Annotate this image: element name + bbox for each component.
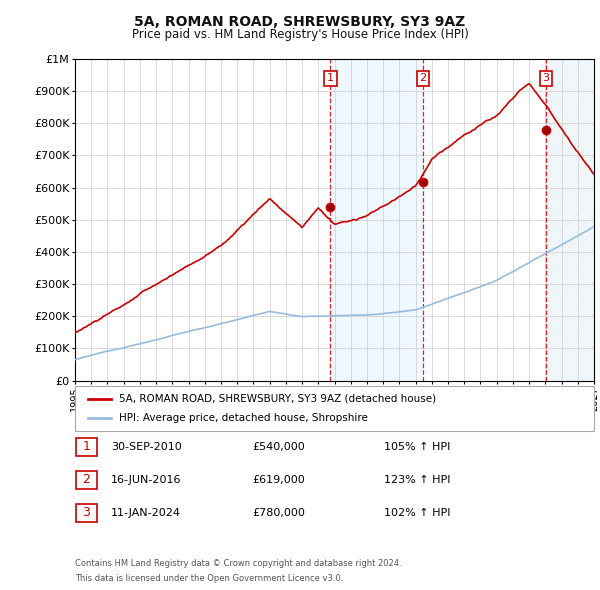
- Text: 5A, ROMAN ROAD, SHREWSBURY, SY3 9AZ (detached house): 5A, ROMAN ROAD, SHREWSBURY, SY3 9AZ (det…: [119, 394, 436, 404]
- Text: 2: 2: [419, 73, 427, 83]
- Bar: [546, 59, 594, 381]
- Text: 1: 1: [327, 73, 334, 83]
- Text: £780,000: £780,000: [252, 508, 305, 517]
- Text: Contains HM Land Registry data © Crown copyright and database right 2024.: Contains HM Land Registry data © Crown c…: [75, 559, 401, 568]
- Text: This data is licensed under the Open Government Licence v3.0.: This data is licensed under the Open Gov…: [75, 574, 343, 583]
- Bar: [331, 59, 423, 381]
- Text: 5A, ROMAN ROAD, SHREWSBURY, SY3 9AZ: 5A, ROMAN ROAD, SHREWSBURY, SY3 9AZ: [134, 15, 466, 29]
- Text: 2: 2: [82, 473, 91, 486]
- Text: 102% ↑ HPI: 102% ↑ HPI: [384, 508, 451, 517]
- Text: 123% ↑ HPI: 123% ↑ HPI: [384, 475, 451, 484]
- Text: 105% ↑ HPI: 105% ↑ HPI: [384, 442, 451, 451]
- Text: Price paid vs. HM Land Registry's House Price Index (HPI): Price paid vs. HM Land Registry's House …: [131, 28, 469, 41]
- Text: 1: 1: [82, 440, 91, 453]
- Text: HPI: Average price, detached house, Shropshire: HPI: Average price, detached house, Shro…: [119, 414, 368, 423]
- Text: 11-JAN-2024: 11-JAN-2024: [111, 508, 181, 517]
- Text: £619,000: £619,000: [252, 475, 305, 484]
- Text: 16-JUN-2016: 16-JUN-2016: [111, 475, 182, 484]
- Text: 3: 3: [542, 73, 550, 83]
- Text: 30-SEP-2010: 30-SEP-2010: [111, 442, 182, 451]
- Text: £540,000: £540,000: [252, 442, 305, 451]
- Text: 3: 3: [82, 506, 91, 519]
